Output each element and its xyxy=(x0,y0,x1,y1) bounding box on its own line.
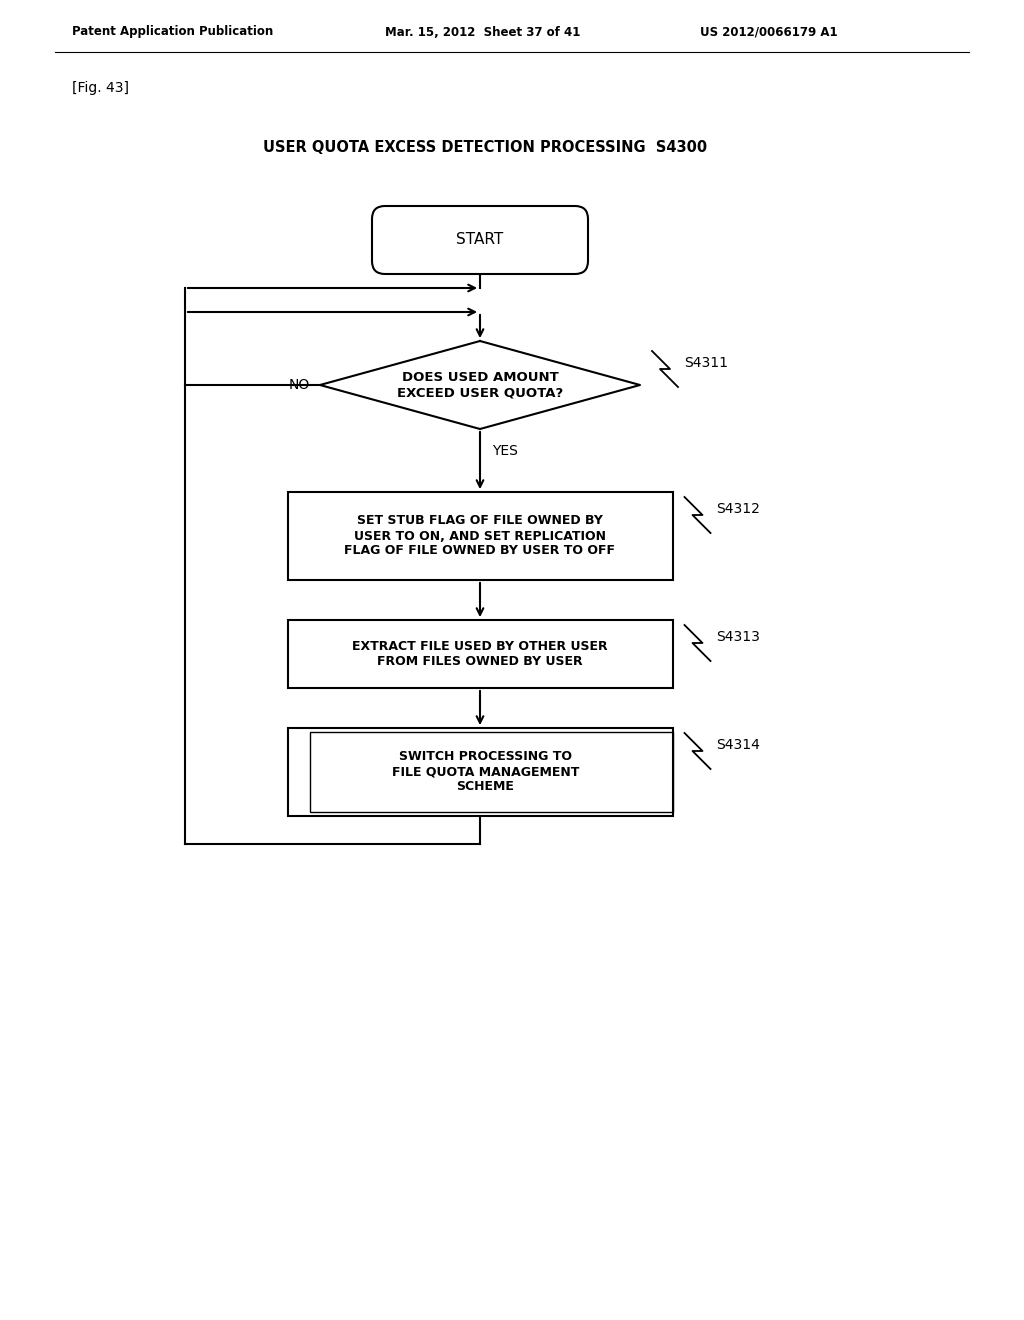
Text: S4312: S4312 xyxy=(717,502,761,516)
Text: Mar. 15, 2012  Sheet 37 of 41: Mar. 15, 2012 Sheet 37 of 41 xyxy=(385,25,581,38)
Text: SET STUB FLAG OF FILE OWNED BY
USER TO ON, AND SET REPLICATION
FLAG OF FILE OWNE: SET STUB FLAG OF FILE OWNED BY USER TO O… xyxy=(344,515,615,557)
Text: START: START xyxy=(457,232,504,248)
Bar xyxy=(288,620,673,688)
Text: EXTRACT FILE USED BY OTHER USER
FROM FILES OWNED BY USER: EXTRACT FILE USED BY OTHER USER FROM FIL… xyxy=(352,640,608,668)
Bar xyxy=(288,729,673,816)
Text: SWITCH PROCESSING TO
FILE QUOTA MANAGEMENT
SCHEME: SWITCH PROCESSING TO FILE QUOTA MANAGEME… xyxy=(392,751,580,793)
Text: NO: NO xyxy=(289,378,310,392)
Text: USER QUOTA EXCESS DETECTION PROCESSING  S4300: USER QUOTA EXCESS DETECTION PROCESSING S… xyxy=(263,140,707,156)
Text: DOES USED AMOUNT
EXCEED USER QUOTA?: DOES USED AMOUNT EXCEED USER QUOTA? xyxy=(397,371,563,399)
Text: [Fig. 43]: [Fig. 43] xyxy=(72,81,129,95)
Bar xyxy=(309,733,673,812)
FancyBboxPatch shape xyxy=(372,206,588,275)
Text: S4313: S4313 xyxy=(717,630,761,644)
Polygon shape xyxy=(319,341,640,429)
Bar xyxy=(288,492,673,579)
Text: S4311: S4311 xyxy=(684,356,728,370)
Text: S4314: S4314 xyxy=(717,738,761,752)
Text: Patent Application Publication: Patent Application Publication xyxy=(72,25,273,38)
Text: YES: YES xyxy=(492,444,518,458)
Text: US 2012/0066179 A1: US 2012/0066179 A1 xyxy=(700,25,838,38)
